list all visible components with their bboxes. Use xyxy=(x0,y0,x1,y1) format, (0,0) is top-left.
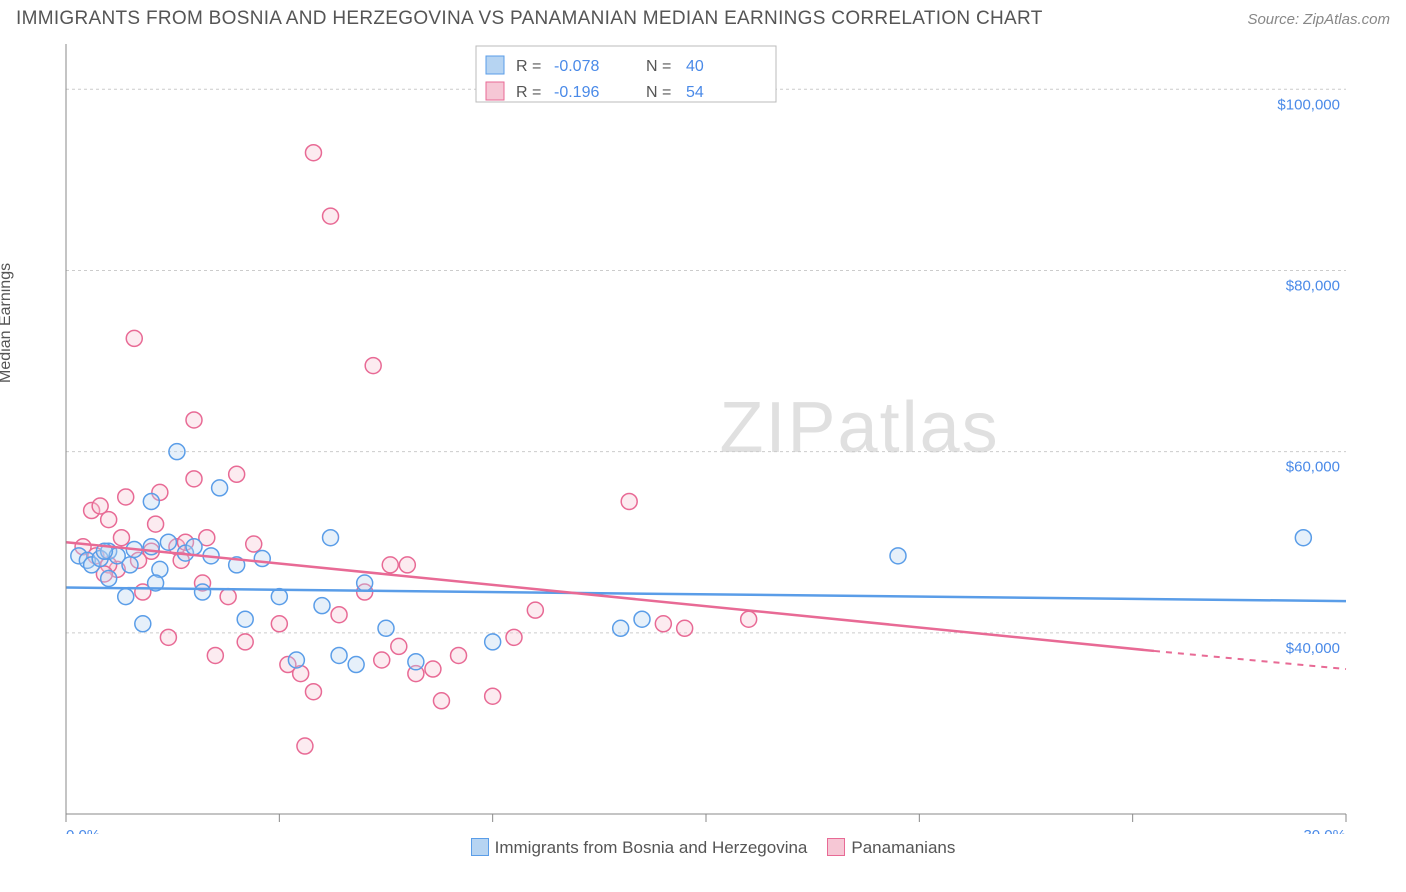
chart-title: IMMIGRANTS FROM BOSNIA AND HERZEGOVINA V… xyxy=(16,8,1043,30)
data-point xyxy=(323,530,339,546)
data-point xyxy=(101,570,117,586)
data-point xyxy=(122,557,138,573)
data-point xyxy=(212,480,228,496)
data-point xyxy=(382,557,398,573)
legend-n-label: N = xyxy=(646,84,671,101)
data-point xyxy=(101,512,117,528)
trend-line xyxy=(66,588,1346,602)
data-point xyxy=(408,654,424,670)
data-point xyxy=(160,629,176,645)
legend-swatch xyxy=(471,838,489,856)
data-point xyxy=(186,412,202,428)
data-point xyxy=(399,557,415,573)
x-tick-label: 0.0% xyxy=(66,827,100,834)
data-point xyxy=(237,634,253,650)
data-point xyxy=(677,620,693,636)
y-tick-label: $80,000 xyxy=(1286,277,1340,294)
source-attribution: Source: ZipAtlas.com xyxy=(1247,11,1390,28)
data-point xyxy=(271,616,287,632)
legend-label: Panamanians xyxy=(851,838,955,857)
watermark: ZIPatlas xyxy=(720,388,1000,468)
data-point xyxy=(314,598,330,614)
data-point xyxy=(425,661,441,677)
data-point xyxy=(118,589,134,605)
data-point xyxy=(506,629,522,645)
legend-n-value: 54 xyxy=(686,84,704,101)
data-point xyxy=(323,208,339,224)
data-point xyxy=(229,466,245,482)
data-point xyxy=(655,616,671,632)
data-point xyxy=(613,620,629,636)
data-point xyxy=(391,638,407,654)
data-point xyxy=(331,647,347,663)
data-point xyxy=(305,684,321,700)
data-point xyxy=(527,602,543,618)
legend-r-value: -0.078 xyxy=(554,58,599,75)
legend-swatch xyxy=(827,838,845,856)
y-tick-label: $60,000 xyxy=(1286,459,1340,476)
data-point xyxy=(621,493,637,509)
data-point xyxy=(433,693,449,709)
data-point xyxy=(288,652,304,668)
data-point xyxy=(297,738,313,754)
data-point xyxy=(148,516,164,532)
data-point xyxy=(634,611,650,627)
correlation-chart: $40,000 $60,000 $80,000 $100,000 ZIPatlas 0.0… xyxy=(16,34,1390,834)
data-point xyxy=(890,548,906,564)
data-point xyxy=(378,620,394,636)
data-point xyxy=(451,647,467,663)
y-axis-label: Median Earnings xyxy=(0,263,15,383)
data-point xyxy=(365,358,381,374)
data-point xyxy=(348,657,364,673)
legend-r-value: -0.196 xyxy=(554,84,599,101)
data-point xyxy=(135,616,151,632)
data-point xyxy=(246,536,262,552)
data-point xyxy=(126,330,142,346)
data-point xyxy=(169,444,185,460)
data-point xyxy=(331,607,347,623)
legend-swatch xyxy=(486,82,504,100)
legend-n-label: N = xyxy=(646,58,671,75)
data-point xyxy=(357,575,373,591)
x-tick-label: 30.0% xyxy=(1303,827,1346,834)
data-point xyxy=(741,611,757,627)
data-point xyxy=(160,534,176,550)
data-point xyxy=(1295,530,1311,546)
data-point xyxy=(485,634,501,650)
bottom-legend: Immigrants from Bosnia and Herzegovina Pa… xyxy=(0,834,1406,858)
data-point xyxy=(143,493,159,509)
legend-swatch xyxy=(486,56,504,74)
data-point xyxy=(374,652,390,668)
data-point xyxy=(186,471,202,487)
legend-n-value: 40 xyxy=(686,58,704,75)
data-point xyxy=(254,551,270,567)
legend-label: Immigrants from Bosnia and Herzegovina xyxy=(495,838,808,857)
data-point xyxy=(305,145,321,161)
data-point xyxy=(220,589,236,605)
data-point xyxy=(207,647,223,663)
data-point xyxy=(195,584,211,600)
data-point xyxy=(237,611,253,627)
data-point xyxy=(485,688,501,704)
data-point xyxy=(186,539,202,555)
legend-r-label: R = xyxy=(516,84,541,101)
chart-container: Median Earnings $40,000$60,000$80,000$10… xyxy=(16,34,1390,834)
chart-header: IMMIGRANTS FROM BOSNIA AND HERZEGOVINA V… xyxy=(0,0,1406,34)
y-tick-label: $100,000 xyxy=(1277,96,1340,113)
legend-r-label: R = xyxy=(516,58,541,75)
data-point xyxy=(113,530,129,546)
data-point xyxy=(118,489,134,505)
y-tick-label: $40,000 xyxy=(1286,640,1340,657)
